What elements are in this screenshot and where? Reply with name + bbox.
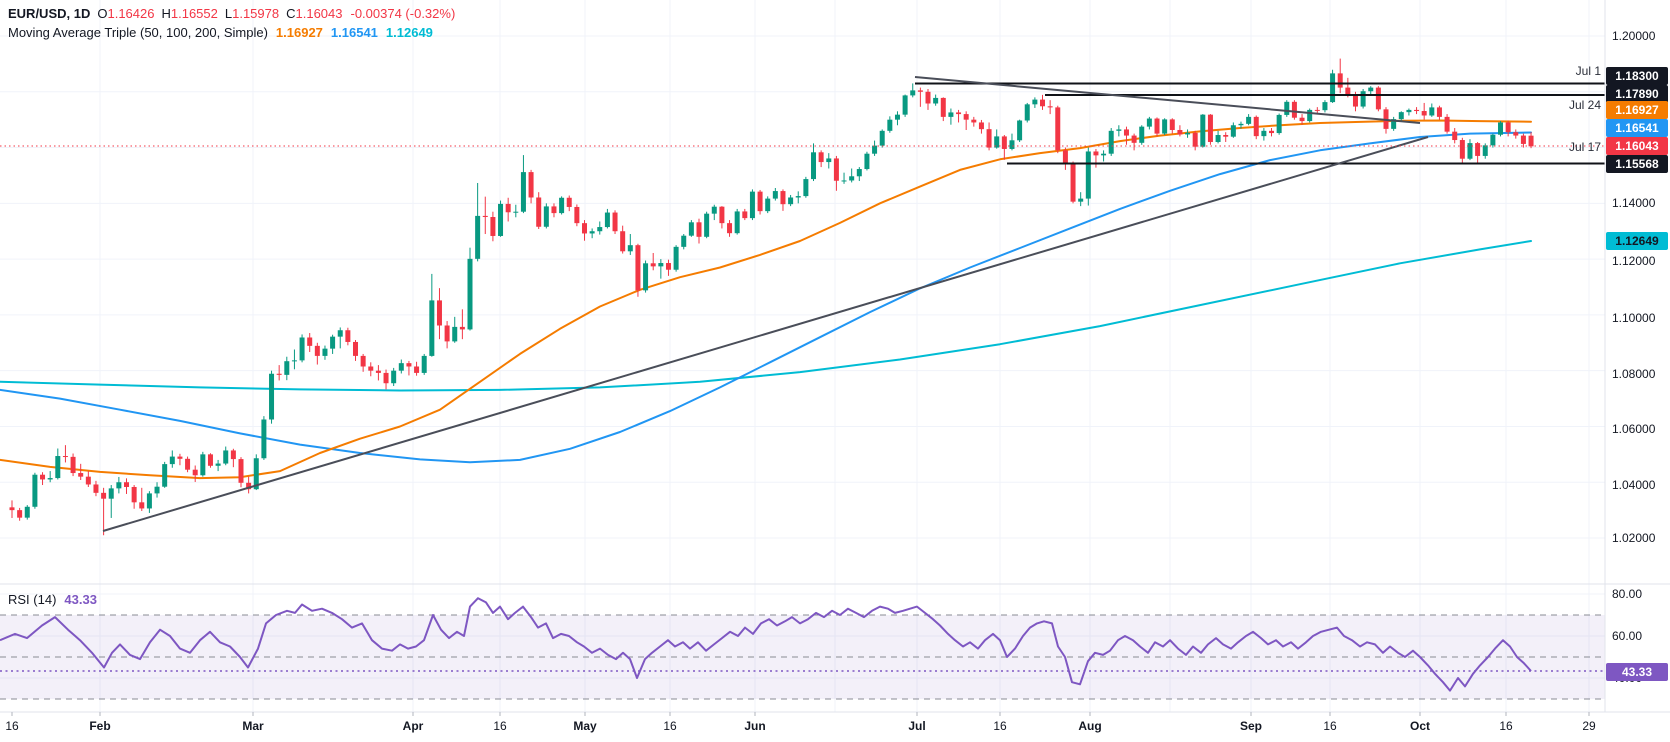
- low-value: 1.15978: [232, 6, 280, 21]
- time-axis-label: Jun: [744, 719, 766, 733]
- price-badge: 1.17890: [1606, 85, 1668, 103]
- time-axis-label: Jul: [908, 719, 926, 733]
- price-axis-label: 80.00: [1612, 587, 1643, 601]
- time-axis-label: Aug: [1078, 719, 1102, 733]
- open-label: O: [97, 6, 108, 21]
- symbol-interval-button[interactable]: EUR/USD, 1D: [8, 6, 91, 21]
- time-axis-label: 16: [1323, 719, 1337, 733]
- price-badge: 1.16541: [1606, 119, 1668, 137]
- price-badge: 1.16927: [1606, 101, 1668, 119]
- ma200-value: 1.12649: [385, 25, 433, 40]
- time-axis-label: Oct: [1409, 719, 1430, 733]
- moving-average-layer: [0, 119, 1532, 480]
- grid-layer: [0, 0, 1605, 712]
- candles-layer: [9, 58, 1534, 536]
- high-label: H: [161, 6, 171, 21]
- time-axis-label: 16: [5, 719, 19, 733]
- high-value: 1.16552: [170, 6, 218, 21]
- price-badge: 1.12649: [1606, 232, 1668, 250]
- close-value: 1.16043: [295, 6, 343, 21]
- price-axis-label: 1.10000: [1612, 311, 1656, 325]
- time-axis-label: Mar: [242, 719, 264, 733]
- price-badge: 1.15568: [1606, 155, 1668, 173]
- close-label: C: [286, 6, 296, 21]
- time-axis-label: 16: [1499, 719, 1513, 733]
- price-badge: 1.16043: [1606, 137, 1668, 155]
- time-axis-label: May: [573, 719, 597, 733]
- price-axis-label: 1.14000: [1612, 196, 1656, 210]
- time-axis[interactable]: [0, 713, 1605, 742]
- time-axis-label: Apr: [402, 719, 424, 733]
- ma-indicator-title[interactable]: Moving Average Triple (50, 100, 200, Sim…: [8, 25, 268, 40]
- separators-layer: [0, 0, 1670, 716]
- price-axis-label: 1.08000: [1612, 367, 1656, 381]
- time-axis-label: Sep: [1239, 719, 1262, 733]
- price-badge: 43.33: [1606, 663, 1668, 681]
- rsi-current-value: 43.33: [64, 592, 97, 607]
- drawings-layer: [0, 76, 1605, 532]
- rsi-legend: RSI (14) 43.33: [8, 592, 97, 607]
- change-value: -0.00374 (-0.32%): [350, 6, 456, 21]
- price-axis-label: 1.20000: [1612, 29, 1656, 43]
- time-axis-label: Feb: [89, 719, 111, 733]
- price-axis-label: 1.06000: [1612, 422, 1656, 436]
- symbol-row: EUR/USD, 1D O1.16426 H1.16552 L1.15978 C1.16…: [8, 4, 455, 23]
- time-axis-label: 16: [663, 719, 677, 733]
- time-axis-label: 16: [493, 719, 507, 733]
- rsi-indicator-title[interactable]: RSI (14): [8, 592, 57, 607]
- time-axis-label: 29: [1582, 719, 1596, 733]
- level-date-label: Jul 1: [1575, 64, 1601, 78]
- main-legend: EUR/USD, 1D O1.16426 H1.16552 L1.15978 C1.16…: [8, 4, 455, 42]
- time-axis-label: 16: [993, 719, 1007, 733]
- ma50-value: 1.16927: [275, 25, 323, 40]
- rsi-layer: [0, 597, 1605, 692]
- price-axis-label: 1.04000: [1612, 478, 1656, 492]
- indicator-row: Moving Average Triple (50, 100, 200, Sim…: [8, 23, 455, 42]
- level-date-label: Jul 17: [1568, 140, 1601, 154]
- price-axis-label: 60.00: [1612, 629, 1643, 643]
- price-axis-label: 1.12000: [1612, 254, 1656, 268]
- low-label: L: [224, 6, 233, 21]
- ma100-value: 1.16541: [330, 25, 378, 40]
- price-axis-label: 1.02000: [1612, 531, 1656, 545]
- level-date-label: Jul 24: [1568, 98, 1601, 112]
- open-value: 1.16426: [107, 6, 155, 21]
- price-badge: 1.18300: [1606, 67, 1668, 85]
